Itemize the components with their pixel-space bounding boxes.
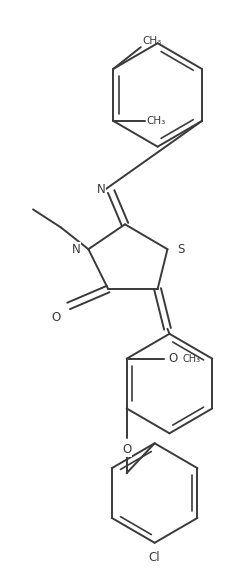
Text: N: N: [97, 183, 105, 196]
Text: O: O: [51, 311, 61, 324]
Text: S: S: [177, 243, 185, 256]
Text: CH₃: CH₃: [147, 116, 166, 126]
Text: CH₃: CH₃: [182, 354, 200, 364]
Text: O: O: [122, 443, 131, 456]
Text: CH₃: CH₃: [143, 36, 162, 46]
Text: O: O: [168, 352, 177, 365]
Text: N: N: [72, 243, 80, 256]
Text: Cl: Cl: [149, 551, 160, 564]
